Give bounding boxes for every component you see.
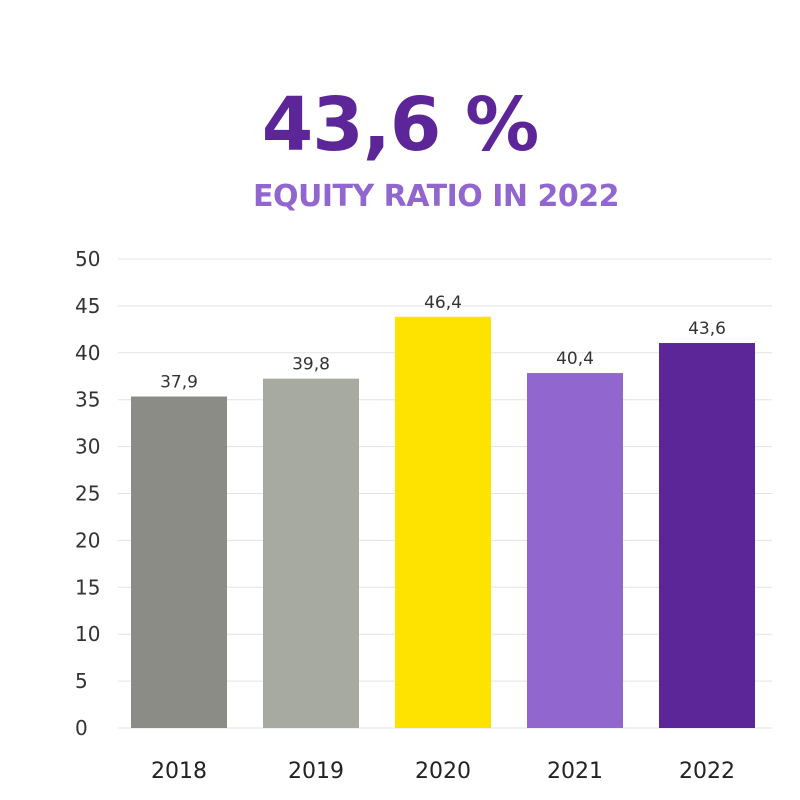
value-label-2019: 39,8: [292, 355, 330, 375]
value-label-2022: 43,6: [688, 319, 726, 339]
bar-2022: [659, 343, 755, 728]
y-tick-label: 0: [75, 716, 88, 740]
y-tick-label: 35: [75, 388, 100, 412]
y-tick-label: 20: [75, 528, 100, 552]
category-label-2018: 2018: [151, 759, 207, 784]
value-label-2021: 40,4: [556, 349, 594, 369]
y-tick-label: 50: [75, 247, 100, 271]
y-tick-label: 15: [75, 575, 100, 599]
y-tick-label: 5: [75, 669, 88, 693]
y-tick-label: 45: [75, 294, 100, 318]
category-label-2021: 2021: [547, 759, 603, 784]
bars: [131, 316, 755, 728]
y-tick-label: 40: [75, 341, 100, 365]
value-label-2018: 37,9: [160, 372, 198, 392]
value-labels: 37,9 39,8 46,4 40,4 43,6: [160, 293, 726, 393]
bar-2021: [527, 373, 623, 728]
bar-2018: [131, 396, 227, 728]
headline-caption: EQUITY RATIO IN 2022: [253, 179, 619, 214]
y-axis-ticks: 0 5 10 15 20 25 30 35 40 45 50: [75, 247, 100, 740]
category-label-2020: 2020: [415, 759, 471, 784]
category-label-2019: 2019: [288, 759, 344, 784]
y-tick-label: 10: [75, 622, 100, 646]
value-label-2020: 46,4: [424, 293, 462, 313]
headline-value: 43,6 %: [261, 82, 540, 168]
x-axis-categories: 2018 2019 2020 2021 2022: [151, 759, 735, 784]
bar-2020: [395, 316, 491, 728]
category-label-2022: 2022: [679, 759, 735, 784]
y-tick-label: 25: [75, 482, 100, 506]
y-tick-label: 30: [75, 435, 100, 459]
bar-2019: [263, 378, 359, 728]
